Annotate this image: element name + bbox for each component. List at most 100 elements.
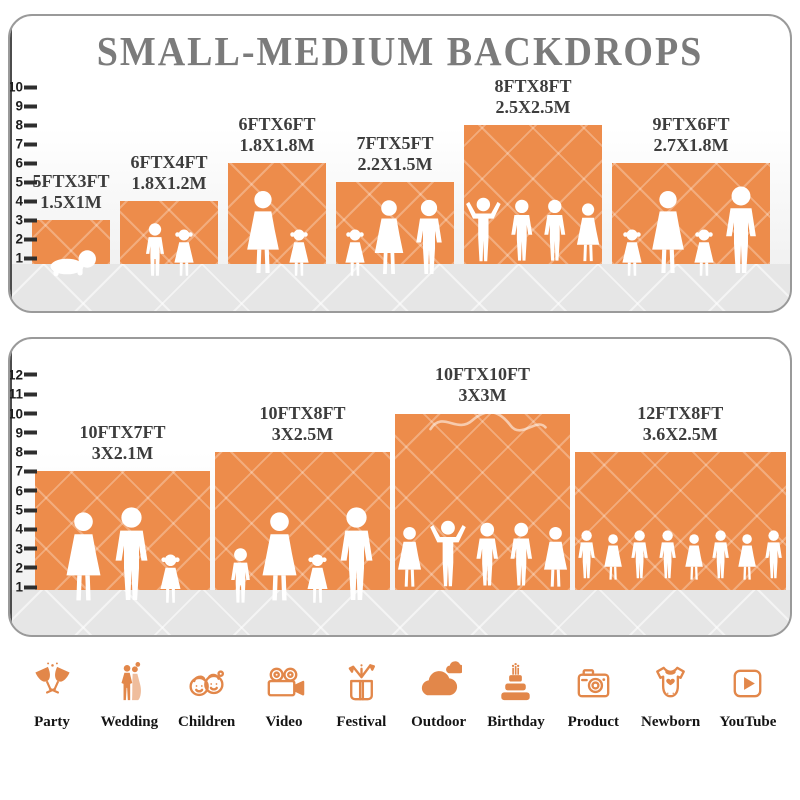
category-label: Children bbox=[178, 714, 236, 730]
category-festival: Festival bbox=[325, 658, 397, 731]
y-axis-tick-label: 4 bbox=[15, 521, 23, 537]
category-label: Video bbox=[265, 714, 303, 730]
size-feet-text: 9FTX6FT bbox=[652, 113, 730, 134]
children-icon bbox=[183, 658, 230, 708]
y-axis-tick-label: 3 bbox=[15, 212, 23, 228]
category-label: Birthday bbox=[487, 714, 545, 730]
y-axis-tick-mark bbox=[24, 585, 37, 590]
category-label: Festival bbox=[336, 714, 387, 730]
backdrop-bar-6ftx4ft bbox=[120, 201, 218, 264]
festival-icon bbox=[338, 658, 385, 708]
y-axis-tick-label: 1 bbox=[15, 579, 23, 595]
size-meters-text: 3X2.5M bbox=[271, 423, 334, 444]
y-axis-tick-mark bbox=[24, 411, 37, 416]
y-axis-tick-label: 8 bbox=[15, 444, 23, 460]
y-axis-tick-11: 11 bbox=[8, 386, 37, 402]
y-axis-tick-label: 5 bbox=[15, 502, 23, 518]
bar-size-label: 8FTX8FT 2.5X2.5M bbox=[494, 76, 571, 118]
y-axis-line bbox=[10, 16, 12, 311]
y-axis-tick-mark bbox=[24, 469, 37, 474]
size-feet-text: 8FTX8FT bbox=[494, 75, 572, 96]
y-axis-tick-mark bbox=[24, 199, 37, 203]
y-axis-tick-label: 2 bbox=[15, 560, 23, 576]
category-outdoor: Outdoor bbox=[403, 658, 475, 731]
party-icon bbox=[29, 658, 76, 708]
birthday-icon bbox=[492, 658, 539, 708]
wedding-icon bbox=[106, 658, 153, 708]
category-birthday: Birthday bbox=[480, 658, 552, 731]
y-axis-tick-mark bbox=[24, 85, 37, 89]
category-label: YouTube bbox=[719, 714, 777, 730]
y-axis-tick-9: 9 bbox=[10, 425, 37, 441]
bar-size-label: 5FTX3FT 1.5X1M bbox=[32, 171, 109, 213]
size-feet-text: 10FTX8FT bbox=[259, 402, 346, 423]
y-axis-tick-mark bbox=[24, 450, 37, 455]
y-axis-tick-7: 7 bbox=[10, 463, 37, 479]
y-axis-tick-label: 7 bbox=[15, 463, 23, 479]
backdrop-bar-7ftx5ft bbox=[336, 182, 454, 264]
size-meters-text: 3.6X2.5M bbox=[642, 423, 718, 444]
category-wedding: Wedding bbox=[93, 658, 165, 731]
y-axis-tick-mark bbox=[24, 161, 37, 165]
y-axis-tick-label: 9 bbox=[15, 98, 23, 114]
backdrop-bar-12ftx8ft bbox=[575, 452, 786, 590]
y-axis-tick-7: 7 bbox=[10, 136, 37, 152]
category-label: Outdoor bbox=[411, 714, 467, 730]
y-axis-tick-6: 6 bbox=[10, 155, 37, 171]
y-axis-tick-mark bbox=[24, 142, 37, 146]
y-axis-tick-mark bbox=[24, 372, 37, 377]
y-axis-tick-5: 5 bbox=[10, 174, 37, 190]
size-meters-text: 2.2X1.5M bbox=[357, 153, 433, 174]
bar-size-label: 7FTX5FT 2.2X1.5M bbox=[356, 133, 433, 175]
backdrop-bar-9ftx6ft bbox=[612, 163, 770, 264]
bar-size-label: 10FTX8FT 3X2.5M bbox=[259, 403, 345, 445]
y-axis-tick-mark bbox=[24, 180, 37, 184]
panel-large-backdrops: 1 2 3 4 5 6 7 8 9 10 11 12 10FTX7FT 3X2.1M 10FTX8FT 3X2… bbox=[8, 337, 792, 637]
bar-size-label: 12FTX8FT 3.6X2.5M bbox=[637, 403, 723, 445]
y-axis-tick-label: 6 bbox=[15, 155, 23, 171]
size-feet-text: 6FTX4FT bbox=[130, 151, 208, 172]
backdrop-bar-10ftx8ft bbox=[215, 452, 390, 590]
size-feet-text: 10FTX10FT bbox=[434, 364, 531, 385]
page-title: SMALL-MEDIUM BACKDROPS bbox=[96, 29, 704, 75]
y-axis-tick-label: 3 bbox=[15, 541, 23, 557]
y-axis-tick-label: 7 bbox=[15, 136, 23, 152]
y-axis-line bbox=[10, 339, 12, 635]
category-party: Party bbox=[16, 658, 88, 731]
bar-size-label: 9FTX6FT 2.7X1.8M bbox=[652, 114, 729, 156]
y-axis-tick-10: 10 bbox=[10, 80, 37, 95]
panel-small-medium-backdrops: SMALL-MEDIUM BACKDROPS 1 2 3 4 5 6 7 8 9 10 5FTX3F… bbox=[8, 14, 792, 313]
y-axis-tick-label: 11 bbox=[8, 386, 23, 402]
category-product: Product bbox=[557, 658, 629, 731]
y-axis-tick-1: 1 bbox=[10, 251, 37, 266]
y-axis-tick-mark bbox=[24, 104, 37, 108]
y-axis-tick-mark bbox=[24, 488, 37, 493]
backdrop-bar-10ftx7ft bbox=[35, 471, 210, 590]
y-axis-tick-label: 9 bbox=[15, 425, 23, 441]
category-row: Party Wedding Children Video Festival Outdoor… bbox=[16, 658, 784, 758]
bar-size-label: 6FTX6FT 1.8X1.8M bbox=[238, 114, 315, 156]
size-meters-text: 1.8X1.8M bbox=[239, 134, 315, 155]
y-axis-tick-1: 1 bbox=[10, 579, 37, 595]
video-icon bbox=[260, 658, 307, 708]
y-axis-tick-mark bbox=[24, 256, 37, 260]
size-meters-text: 2.7X1.8M bbox=[653, 134, 729, 155]
category-label: Product bbox=[567, 714, 619, 730]
category-label: Party bbox=[34, 714, 70, 730]
size-meters-text: 2.5X2.5M bbox=[495, 96, 571, 117]
bar-size-label: 10FTX7FT 3X2.1M bbox=[79, 422, 165, 464]
y-axis-tick-10: 10 bbox=[10, 406, 37, 421]
size-feet-text: 12FTX8FT bbox=[637, 402, 724, 423]
y-axis-tick-mark bbox=[24, 527, 37, 532]
y-axis-tick-label: 5 bbox=[15, 174, 23, 190]
y-axis-tick-4: 4 bbox=[10, 194, 37, 209]
category-children: Children bbox=[171, 658, 243, 731]
y-axis-tick-12: 12 bbox=[10, 367, 37, 382]
y-axis-tick-mark bbox=[24, 237, 37, 241]
size-meters-text: 1.8X1.2M bbox=[131, 172, 207, 193]
size-meters-text: 3X2.1M bbox=[91, 443, 154, 464]
category-youtube: YouTube bbox=[712, 658, 784, 731]
category-newborn: Newborn bbox=[635, 658, 707, 731]
y-axis-tick-label: 8 bbox=[15, 117, 23, 133]
